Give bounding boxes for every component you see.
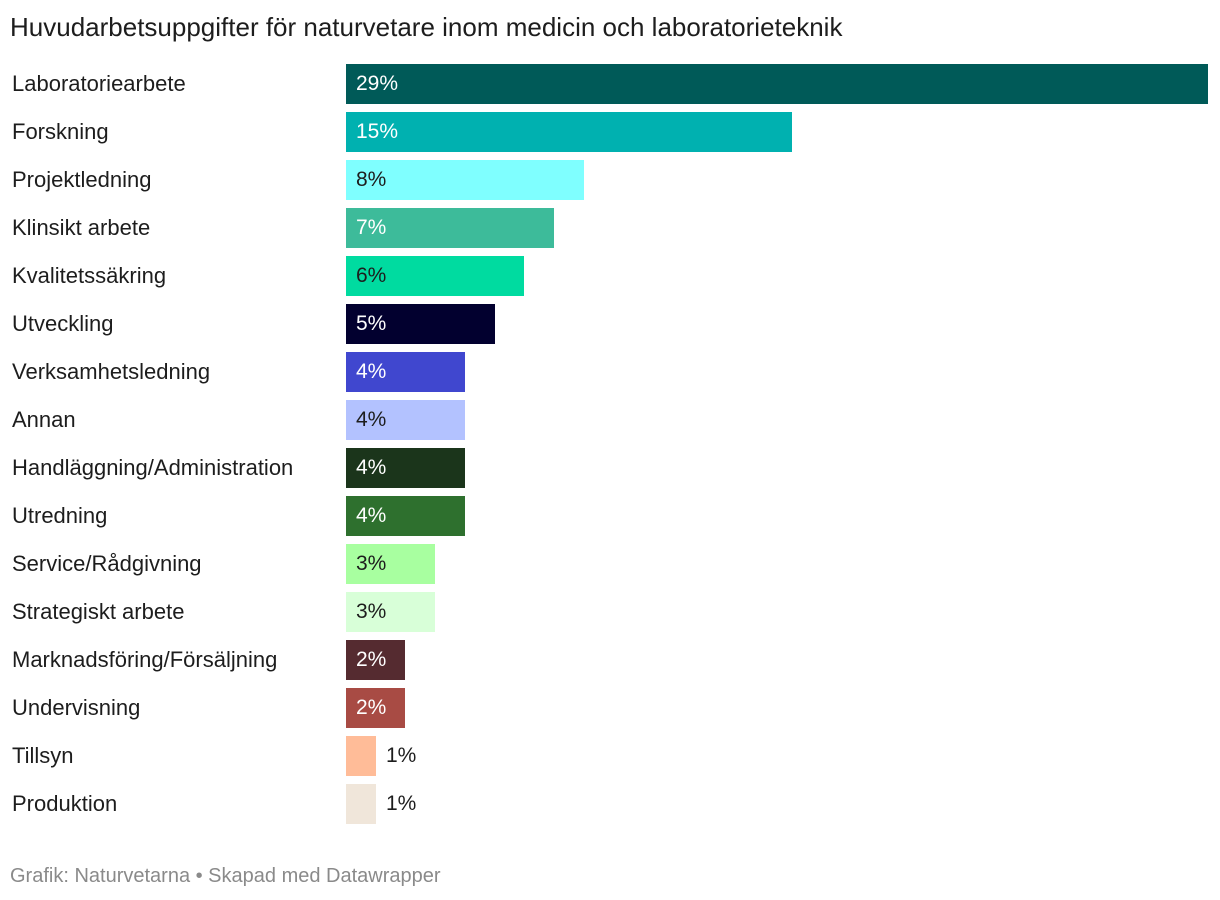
category-label: Klinsikt arbete [12, 215, 151, 240]
category-label: Undervisning [12, 695, 141, 720]
bar [346, 112, 792, 152]
value-label: 1% [386, 792, 417, 815]
category-label: Verksamhetsledning [12, 359, 211, 384]
bar [346, 544, 435, 584]
bar [346, 688, 405, 728]
bar-row: Annan 4% [0, 400, 1220, 440]
chart-footer-credit: Grafik: Naturvetarna • Skapad med Datawr… [10, 865, 441, 887]
value-label: 4% [356, 360, 387, 383]
bar [346, 256, 524, 296]
bar [346, 304, 495, 344]
value-label: 15% [356, 120, 399, 143]
category-label: Annan [12, 407, 76, 432]
category-label: Tillsyn [12, 743, 74, 768]
bar-row: Kvalitetssäkring 6% [0, 256, 1220, 296]
bar-row: Service/Rådgivning 3% [0, 544, 1220, 584]
bar [346, 400, 465, 440]
value-label: 3% [356, 600, 387, 623]
bar-row: Undervisning 2% [0, 688, 1220, 728]
category-label: Utredning [12, 503, 108, 528]
value-label: 1% [386, 744, 417, 767]
bar [346, 496, 465, 536]
value-label: 2% [356, 696, 387, 719]
category-label: Strategiskt arbete [12, 599, 185, 624]
bar [346, 208, 554, 248]
value-label: 4% [356, 456, 387, 479]
value-label: 5% [356, 312, 387, 335]
category-label: Service/Rådgivning [12, 551, 202, 576]
bar-row: Verksamhetsledning 4% [0, 352, 1220, 392]
category-label: Projektledning [12, 167, 152, 192]
bar-row: Forskning 15% [0, 112, 1220, 152]
value-label: 4% [356, 504, 387, 527]
chart-title: Huvudarbetsuppgifter för naturvetare ino… [10, 12, 843, 42]
category-label: Marknadsföring/Försäljning [12, 647, 278, 672]
bar-row: Utveckling 5% [0, 304, 1220, 344]
bar-row: Handläggning/Administration 4% [0, 448, 1220, 488]
category-label: Kvalitetssäkring [12, 263, 167, 288]
value-label: 7% [356, 216, 387, 239]
category-label: Laboratoriearbete [12, 71, 186, 96]
category-label: Utveckling [12, 311, 114, 336]
bar-row: Projektledning 8% [0, 160, 1220, 200]
bar [346, 64, 1208, 104]
bar [346, 448, 465, 488]
bar-row: Klinsikt arbete 7% [0, 208, 1220, 248]
bar-row: Marknadsföring/Försäljning 2% [0, 640, 1220, 680]
value-label: 2% [356, 648, 387, 671]
bar [346, 160, 584, 200]
bar-row: Tillsyn 1% [0, 736, 1220, 776]
value-label: 4% [356, 408, 387, 431]
bar-row: Strategiskt arbete 3% [0, 592, 1220, 632]
bar [346, 784, 376, 824]
bar [346, 640, 405, 680]
bar [346, 592, 435, 632]
value-label: 29% [356, 72, 399, 95]
bar-row: Produktion 1% [0, 784, 1220, 824]
bar-row: Utredning 4% [0, 496, 1220, 536]
value-label: 6% [356, 264, 387, 287]
value-label: 8% [356, 168, 387, 191]
category-label: Produktion [12, 791, 118, 816]
bar-row: Laboratoriearbete 29% [0, 64, 1220, 104]
category-label: Forskning [12, 119, 109, 144]
bar [346, 736, 376, 776]
category-label: Handläggning/Administration [12, 455, 294, 480]
value-label: 3% [356, 552, 387, 575]
bar [346, 352, 465, 392]
